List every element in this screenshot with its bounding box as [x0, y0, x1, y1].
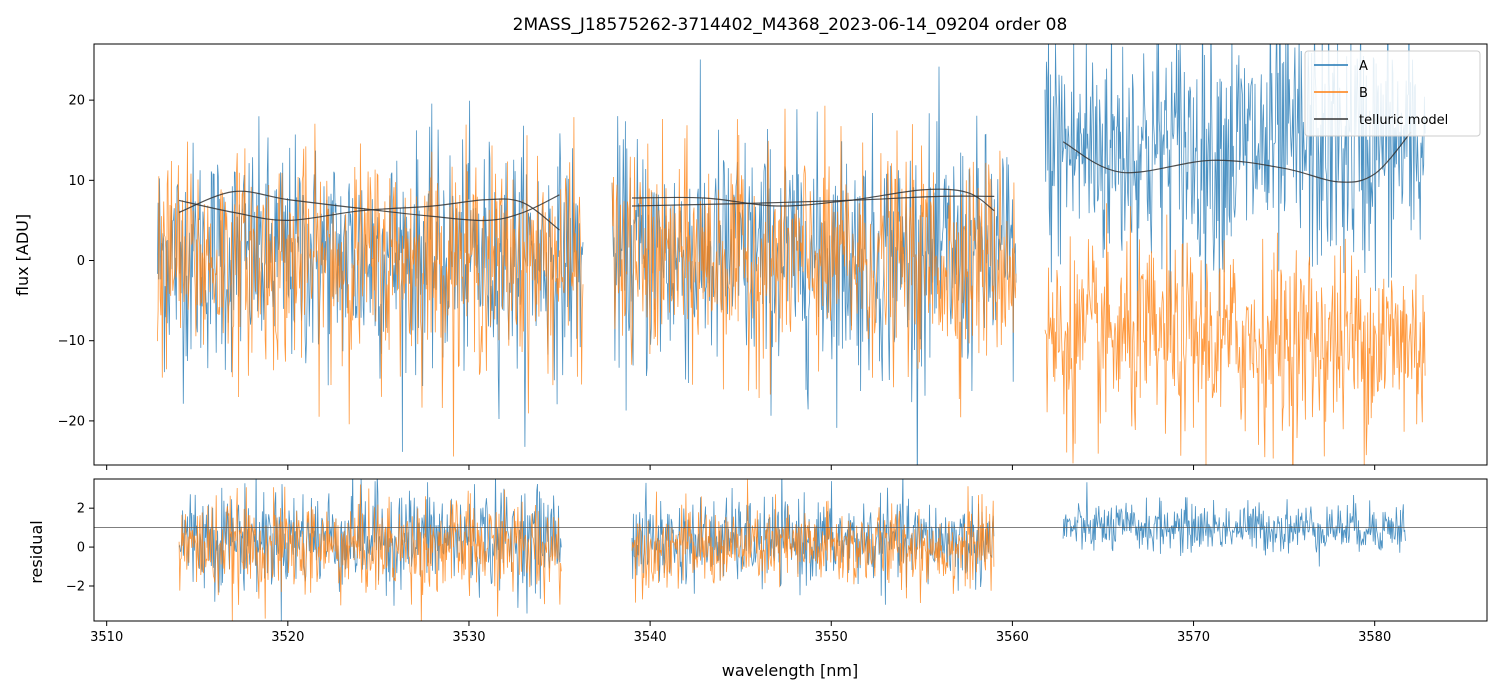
residual-series-b-segment-1 — [178, 484, 562, 621]
residual-plot-area — [94, 479, 1487, 621]
telluric-model-curve-2 — [178, 190, 560, 222]
x-axis-label: wavelength [nm] — [722, 661, 859, 680]
flux-panel: −20 −10 0 10 20 flux [ADU] A B telluric mode… — [13, 43, 1488, 470]
residual-y-axis-label: residual — [27, 520, 46, 583]
residual-y-tick-label: 0 — [77, 541, 85, 556]
flux-series-b-segment-3 — [1044, 203, 1426, 465]
legend-label-a: A — [1359, 59, 1368, 74]
flux-series-a-segment-1 — [157, 100, 584, 452]
flux-y-axis-label: flux [ADU] — [13, 214, 32, 296]
residual-x-ticks: 3510 3520 3530 3540 3550 3560 3570 3580 — [90, 621, 1391, 645]
flux-x-ticks — [106, 465, 1376, 470]
residual-y-tick-label: 2 — [77, 502, 85, 517]
flux-y-tick-label: 10 — [68, 174, 85, 189]
telluric-model-curve-4 — [631, 195, 995, 207]
telluric-model-curve-1 — [178, 198, 560, 231]
x-tick-label: 3560 — [996, 630, 1029, 645]
telluric-model-curve-5 — [1062, 131, 1412, 183]
x-tick-label: 3530 — [452, 630, 485, 645]
x-tick-label: 3510 — [90, 630, 123, 645]
legend-label-telluric: telluric model — [1359, 113, 1448, 128]
x-tick-label: 3550 — [815, 630, 848, 645]
residual-panel: −2 0 2 3510 3520 3530 3540 3550 3560 3570 3580 re… — [27, 478, 1488, 680]
x-tick-label: 3540 — [634, 630, 667, 645]
legend-label-b: B — [1359, 86, 1368, 101]
chart-title: 2MASS_J18575262-3714402_M4368_2023-06-14… — [513, 15, 1068, 35]
flux-axes-frame — [93, 43, 1488, 466]
flux-y-ticks: −20 −10 0 10 20 — [58, 94, 94, 429]
residual-y-ticks: −2 0 2 — [66, 502, 94, 594]
x-tick-label: 3580 — [1358, 630, 1391, 645]
x-tick-label: 3570 — [1177, 630, 1210, 645]
flux-series-b-segment-2 — [611, 105, 1017, 418]
flux-series-b-segment-1 — [157, 117, 584, 457]
flux-series-a-segment-2 — [611, 59, 1017, 465]
legend-box — [1304, 50, 1481, 137]
flux-y-tick-label: −10 — [58, 334, 85, 349]
legend: A B telluric model — [1304, 50, 1481, 137]
flux-series-a-segment-3 — [1044, 44, 1426, 336]
x-tick-label: 3520 — [271, 630, 304, 645]
flux-plot-area — [157, 44, 1426, 465]
residual-series-a-segment-3 — [1062, 482, 1406, 567]
residual-y-tick-label: −2 — [66, 579, 85, 594]
flux-y-tick-label: 20 — [68, 94, 85, 109]
residual-series-a-segment-1 — [178, 479, 562, 621]
residual-axes-frame — [93, 478, 1488, 622]
flux-y-tick-label: 0 — [77, 254, 85, 269]
residual-series-b-segment-2 — [631, 479, 995, 604]
flux-y-tick-label: −20 — [58, 414, 85, 429]
